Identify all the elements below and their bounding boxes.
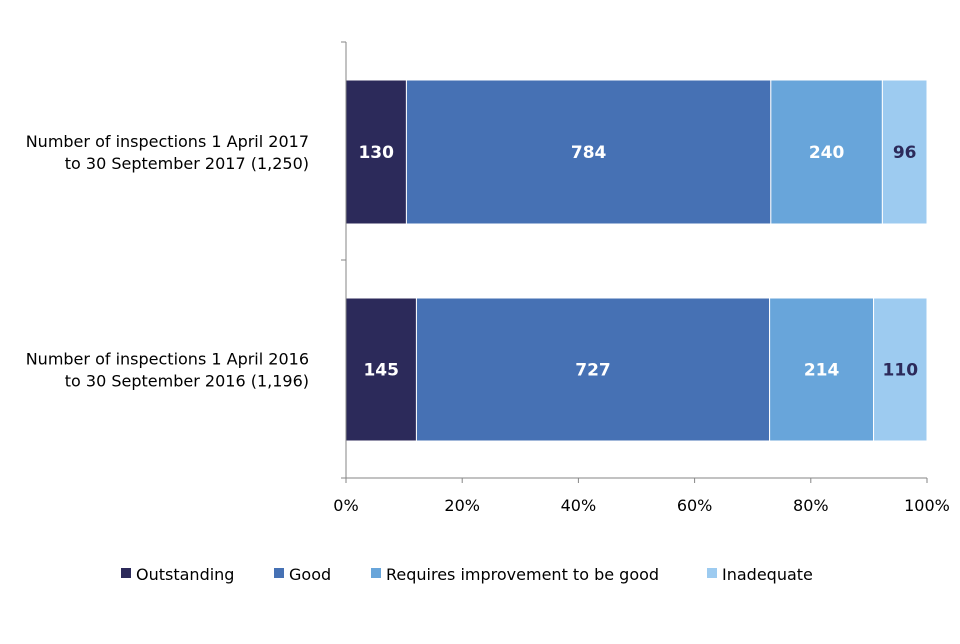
- legend-swatch: [121, 568, 131, 578]
- bar-segment-inadequate: [873, 297, 928, 442]
- x-tick-label: 100%: [904, 496, 950, 515]
- bar-segment-inadequate: [881, 79, 928, 225]
- data-label: 727: [575, 361, 611, 381]
- category-label: Number of inspections 1 April 2016: [26, 350, 309, 369]
- legend-label: Good: [289, 565, 331, 584]
- x-tick-label: 80%: [793, 496, 829, 515]
- category-label: Number of inspections 1 April 2017: [26, 132, 309, 151]
- bar-segment-good: [415, 297, 771, 442]
- bar-segment-outstanding: [345, 297, 417, 442]
- bar-segment-good: [405, 79, 772, 225]
- data-label: 784: [571, 143, 607, 163]
- data-label: 96: [893, 143, 917, 163]
- legend-label: Requires improvement to be good: [386, 565, 659, 584]
- legend-swatch: [274, 568, 284, 578]
- bar-segment-outstanding: [345, 79, 407, 225]
- x-tick-label: 0%: [333, 496, 358, 515]
- data-label: 145: [363, 361, 399, 381]
- x-tick-label: 20%: [444, 496, 480, 515]
- data-label: 240: [809, 143, 845, 163]
- data-label: 130: [358, 143, 394, 163]
- legend-label: Inadequate: [722, 565, 813, 584]
- data-label: 110: [883, 361, 919, 381]
- legend-swatch: [371, 568, 381, 578]
- x-tick-label: 60%: [677, 496, 713, 515]
- bar-segment-requires-improvement-to-be-good: [769, 297, 875, 442]
- bar-segment-requires-improvement-to-be-good: [770, 79, 883, 225]
- x-tick-label: 40%: [561, 496, 597, 515]
- legend-swatch: [707, 568, 717, 578]
- category-label: to 30 September 2017 (1,250): [65, 154, 309, 173]
- legend-label: Outstanding: [136, 565, 234, 584]
- data-label: 214: [804, 361, 840, 381]
- category-label: to 30 September 2016 (1,196): [65, 372, 309, 391]
